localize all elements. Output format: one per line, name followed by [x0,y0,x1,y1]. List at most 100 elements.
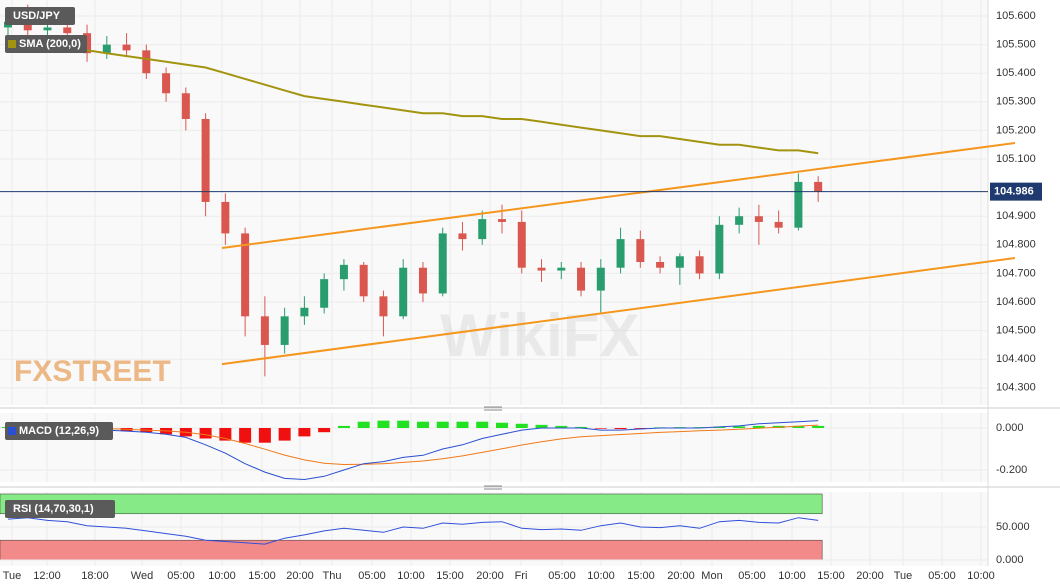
candle-body [241,233,250,317]
y-tick-label: 105.500 [996,39,1036,51]
histogram-bar [298,427,311,437]
y-tick-label: 105.400 [996,67,1036,79]
x-tick-label: 20:00 [856,570,884,582]
candle-body [478,219,487,240]
y-tick-label: 105.100 [996,153,1036,165]
histogram-bar [397,420,410,428]
y-tick-label: 105.600 [996,10,1036,22]
candle-body [142,50,151,74]
y-tick-label: 104.700 [996,267,1036,279]
x-tick-label: 20:00 [667,570,695,582]
histogram-bar [733,426,746,428]
x-tick-label: Fri [515,570,528,582]
histogram-bar [357,421,370,428]
candle-body [814,181,823,192]
histogram-bar [416,421,429,428]
price-panel [0,0,988,405]
x-tick-label: 05:00 [167,570,195,582]
candle-body [675,256,684,268]
candle-body [735,216,744,225]
y-tick-label: 105.200 [996,124,1036,136]
watermark: FXSTREET [14,355,171,388]
candle-body [656,261,665,268]
resize-handle[interactable] [484,485,502,490]
price-tag-label: 104.986 [994,186,1034,198]
x-tick-label: 12:00 [33,570,61,582]
candle-body [715,224,724,274]
histogram-bar [634,427,647,429]
y-tick-label: 104.400 [996,353,1036,365]
candle-body [458,233,467,240]
x-tick-label: 05:00 [928,570,956,582]
candle-body [122,44,131,51]
candle-body [596,267,605,291]
legend-box [5,422,113,440]
histogram-bar [535,424,548,428]
legend-box [5,35,87,53]
candle-body [498,219,506,222]
x-tick-label: 10:00 [778,570,806,582]
candle-body [162,73,171,94]
candle-body [399,267,408,317]
y-tick-label: 104.900 [996,210,1036,222]
histogram-bar [812,425,825,428]
candle-body [221,201,230,234]
histogram-bar [377,420,390,428]
price-tag [990,182,1042,201]
y-tick-label: -0.200 [996,464,1027,476]
x-tick-label: Mon [701,570,722,582]
histogram-bar [575,426,588,428]
macd-line [8,420,819,481]
histogram-bar [239,427,252,443]
legend-label: USD/JPY [13,10,61,22]
candle-body [83,33,92,54]
candle-body [438,233,447,294]
legend-label: RSI (14,70,30,1) [13,503,94,515]
rsi-band [0,539,823,561]
y-tick-label: 104.500 [996,325,1036,337]
histogram-bar [792,425,805,428]
histogram-bar [614,427,627,430]
x-tick-label: Wed [131,570,153,582]
histogram-bar [752,425,765,428]
candle-body [181,93,190,119]
legend-box [5,7,75,25]
histogram-bar [337,425,350,428]
candle-body [774,221,783,228]
histogram-bar [456,421,469,428]
candle-body [300,307,309,317]
candle-body [201,118,210,202]
candle-body [339,264,348,280]
candle-body [418,267,427,294]
histogram-bar [555,425,568,428]
x-tick-label: 10:00 [587,570,615,582]
x-tick-label: 05:00 [738,570,766,582]
x-tick-label: 15:00 [248,570,276,582]
x-tick-label: 15:00 [436,570,464,582]
x-tick-label: 20:00 [476,570,504,582]
signal-line [7,424,819,466]
histogram-bar [318,427,331,433]
candle-body [794,181,803,228]
histogram-bar [436,421,449,428]
candle-body [280,316,289,345]
candle-body [557,267,566,271]
sma-line [7,37,819,155]
resize-handle[interactable] [484,406,502,411]
y-tick-label: 50.000 [996,521,1030,533]
x-tick-label: 15:00 [627,570,655,582]
candle-body [616,239,625,268]
y-tick-label: 104.300 [996,382,1036,394]
histogram-bar [199,427,212,439]
candle-body [320,279,329,308]
candle-body [754,216,763,222]
x-tick-label: 10:00 [208,570,236,582]
candle-body [260,316,269,345]
x-tick-label: 05:00 [358,570,386,582]
trend-line [221,256,1016,366]
candle-body [359,264,368,297]
legend-swatch [8,427,16,435]
x-tick-label: 10:00 [967,570,995,582]
histogram-bar [515,423,528,428]
x-tick-label: Thu [323,570,342,582]
